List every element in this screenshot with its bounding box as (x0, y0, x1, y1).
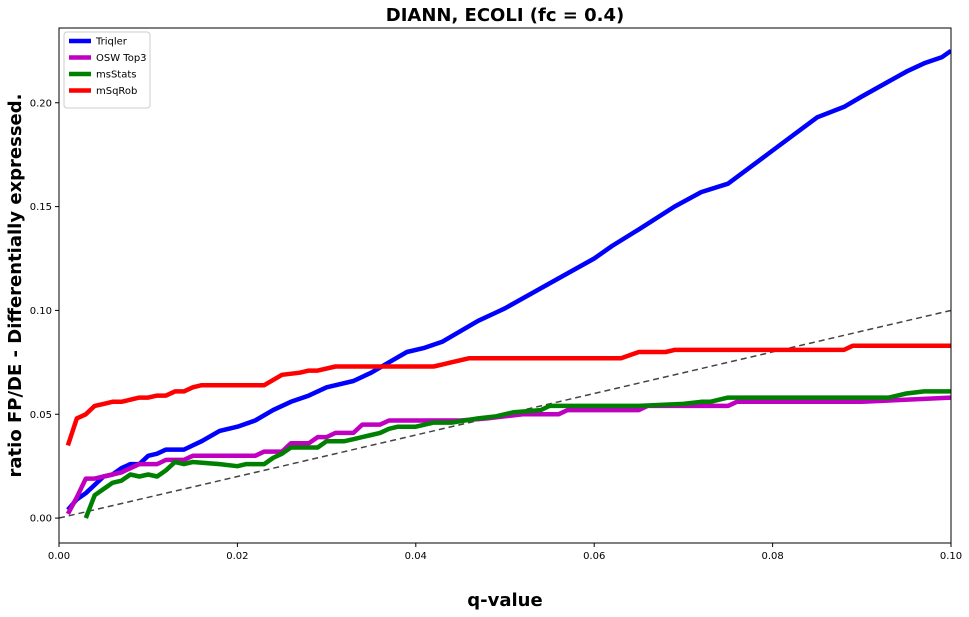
legend: Triqler OSW Top3 msStats mSqRob (63, 31, 151, 109)
legend-label-0: Triqler (95, 37, 128, 48)
y-tick-label: 0.10 (30, 306, 52, 317)
y-tick-label: 0.15 (30, 202, 52, 213)
plot-area (59, 48, 951, 519)
x-axis-label: q-value (467, 590, 542, 611)
x-tick-label: 0.06 (583, 551, 605, 562)
legend-label-1: OSW Top3 (96, 53, 147, 64)
plot-frame (58, 27, 952, 544)
series-line-2 (83, 389, 951, 519)
x-tick-label: 0.10 (940, 551, 962, 562)
y-tick-label: 0.05 (30, 410, 52, 421)
x-tick-label: 0.04 (405, 551, 427, 562)
series-line-1 (65, 395, 951, 515)
x-tick-label: 0.02 (226, 551, 248, 562)
x-tick-label: 0.08 (761, 551, 783, 562)
y-tick-label: 0.20 (30, 98, 52, 109)
axis-ticks: 0.00 0.02 0.04 0.06 0.08 0.10 0.00 0.05 0.10 0.15… (30, 98, 962, 562)
reference-diagonal-line (59, 309, 951, 519)
x-tick-label: 0.00 (48, 551, 70, 562)
chart-title: DIANN, ECOLI (fc = 0.4) (386, 5, 625, 26)
y-tick-label: 0.00 (30, 514, 52, 525)
series-line-3 (65, 343, 951, 447)
y-axis-label: ratio FP/DE - Differentially expressed. (5, 94, 26, 478)
legend-label-3: mSqRob (96, 86, 137, 97)
series-line-0 (66, 48, 951, 512)
legend-label-2: msStats (96, 70, 136, 81)
